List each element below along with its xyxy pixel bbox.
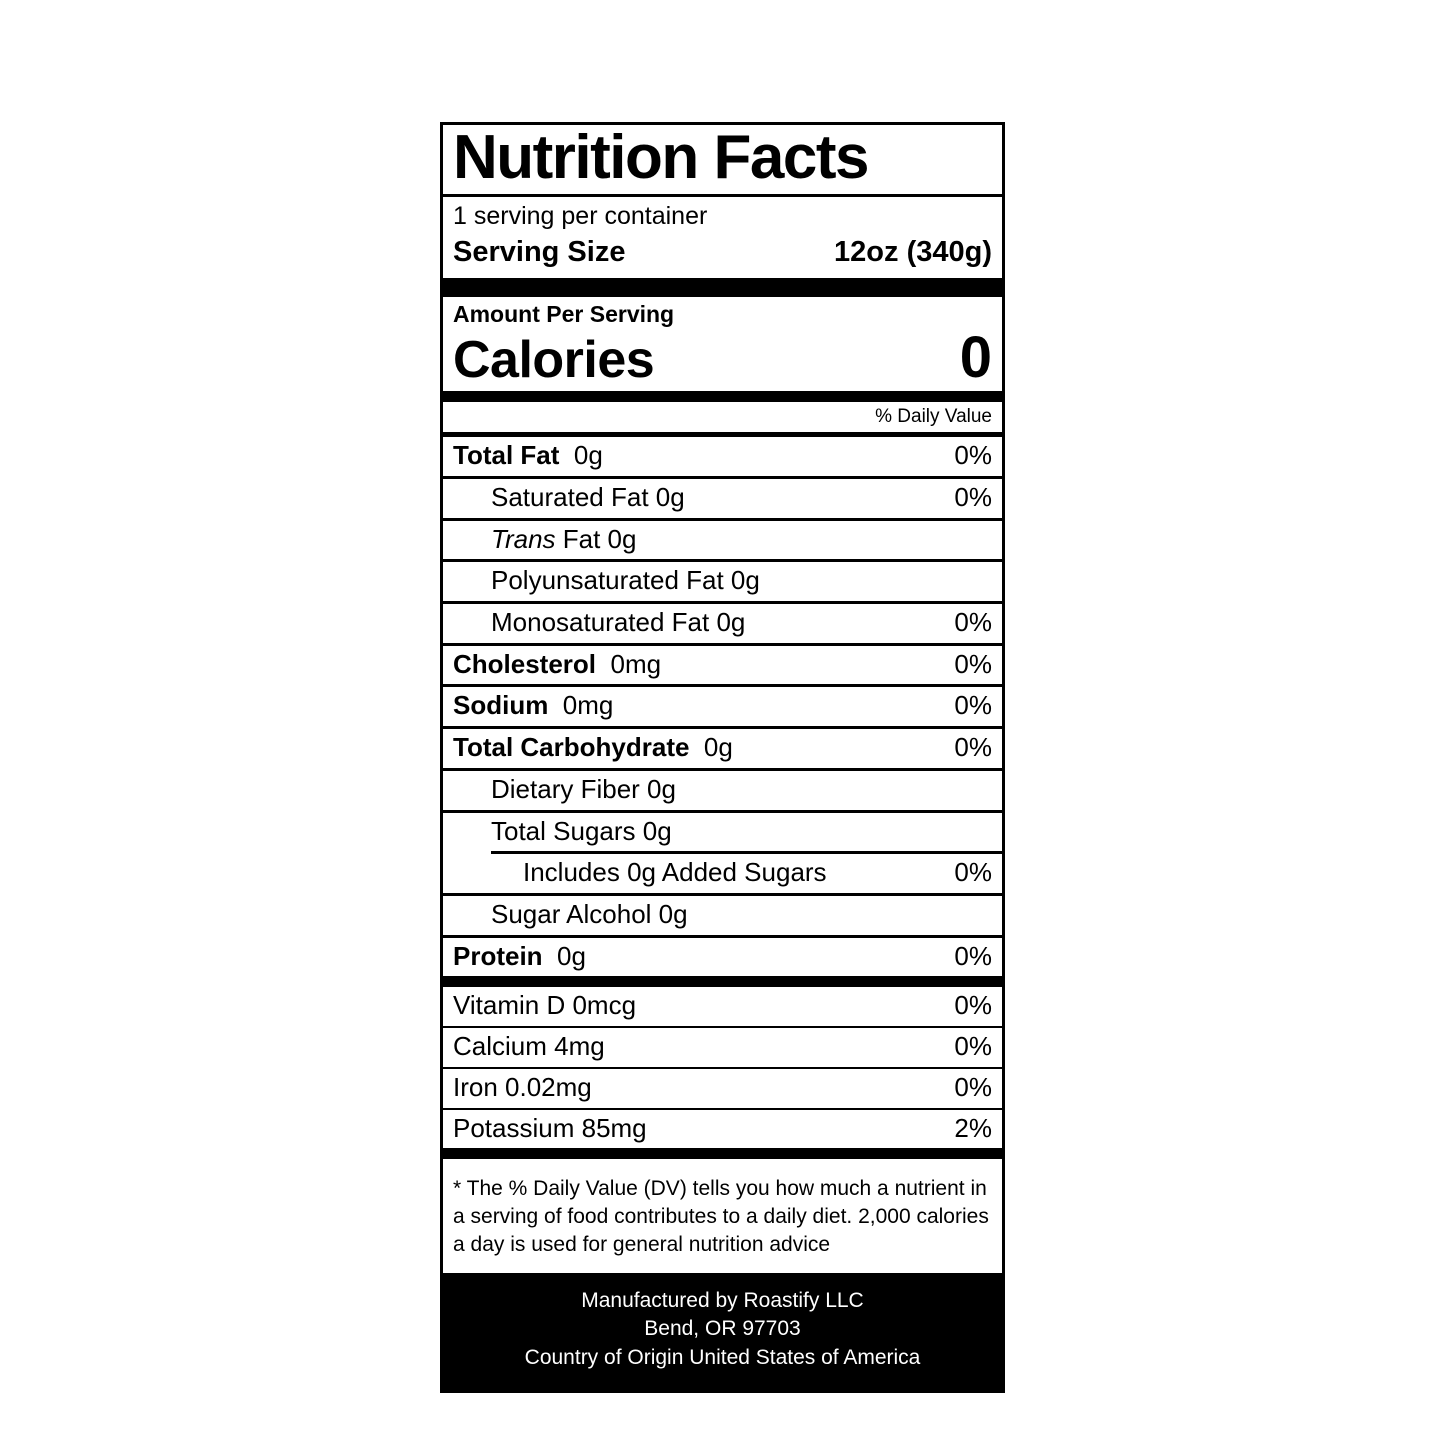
calories-label: Calories bbox=[453, 331, 655, 390]
vitamin-daily-value: 2% bbox=[954, 1112, 992, 1143]
serving-size-row: Serving Size 12oz (340g) bbox=[453, 234, 992, 276]
nutrient-row: Total Sugars 0g bbox=[443, 813, 1002, 852]
nutrient-name-bold: Cholesterol bbox=[453, 648, 597, 679]
nutrient-name: Total Fat 0g bbox=[453, 440, 603, 471]
nutrient-name-italic: Trans bbox=[491, 523, 556, 554]
nutrient-name: Total Carbohydrate 0g bbox=[453, 732, 733, 763]
servings-block: 1 serving per container Serving Size 12o… bbox=[443, 197, 1002, 278]
calories-row: Calories 0 bbox=[453, 328, 992, 389]
vitamin-name: Vitamin D 0mcg bbox=[453, 990, 637, 1021]
nutrient-row: Protein 0g 0% bbox=[443, 938, 1002, 977]
calories-block: Amount Per Serving Calories 0 bbox=[443, 297, 1002, 391]
vitamin-name: Iron 0.02mg bbox=[453, 1071, 592, 1102]
vitamin-name: Calcium 4mg bbox=[453, 1031, 605, 1062]
nutrient-row: Polyunsaturated Fat 0g bbox=[443, 562, 1002, 604]
nutrient-name-bold: Total Carbohydrate bbox=[453, 732, 690, 763]
footer-line: Bend, OR 97703 bbox=[644, 1317, 801, 1341]
footer-line: Country of Origin United States of Ameri… bbox=[524, 1345, 921, 1369]
nutrient-daily-value: 0% bbox=[954, 440, 992, 471]
nutrient-daily-value: 0% bbox=[954, 690, 992, 721]
footer-line: Manufactured by Roastify LLC bbox=[581, 1289, 864, 1313]
nutrient-name: Trans Fat 0g bbox=[491, 523, 637, 554]
footnote-line: a serving of food contributes to a daily… bbox=[453, 1205, 989, 1229]
nutrient-rows: Total Fat 0g 0% Saturated Fat 0g 0% Trans Fa… bbox=[443, 437, 1002, 976]
amount-per-serving-label: Amount Per Serving bbox=[453, 300, 675, 327]
nutrient-name: Sugar Alcohol 0g bbox=[491, 898, 688, 929]
servings-per-container: 1 serving per container bbox=[453, 201, 708, 230]
nutrient-name: Sodium 0mg bbox=[453, 690, 614, 721]
nutrient-name: Cholesterol 0mg bbox=[453, 648, 662, 679]
nutrient-row: Sodium 0mg 0% bbox=[443, 687, 1002, 730]
nutrient-name: Dietary Fiber 0g bbox=[491, 773, 676, 804]
nutrient-name: Includes 0g Added Sugars bbox=[523, 857, 827, 888]
vitamin-row: Potassium 85mg 2% bbox=[443, 1110, 1002, 1149]
nutrient-daily-value: 0% bbox=[954, 481, 992, 512]
added-sugars-inset-divider bbox=[491, 851, 1002, 855]
separator-bar-below-calories bbox=[443, 391, 1002, 403]
nutrient-row: Trans Fat 0g bbox=[443, 521, 1002, 563]
nutrient-name: Protein 0g bbox=[453, 940, 586, 971]
footnote-line: a day is used for general nutrition advi… bbox=[453, 1233, 831, 1257]
nutrition-facts-label: Nutrition Facts 1 serving per container … bbox=[440, 122, 1005, 1394]
vitamin-daily-value: 0% bbox=[954, 1031, 992, 1062]
nutrient-name-bold: Sodium bbox=[453, 690, 549, 721]
calories-value: 0 bbox=[959, 325, 992, 391]
vitamin-daily-value: 0% bbox=[954, 1071, 992, 1102]
serving-size-label: Serving Size bbox=[453, 236, 626, 269]
separator-bar-above-vitamins bbox=[443, 976, 1002, 988]
separator-bar-thick-top bbox=[443, 277, 1002, 297]
nutrient-daily-value: 0% bbox=[954, 940, 992, 971]
nutrient-row: Total Carbohydrate 0g 0% bbox=[443, 729, 1002, 771]
nutrient-name-bold: Protein bbox=[453, 940, 543, 971]
nutrient-daily-value: 0% bbox=[954, 606, 992, 637]
vitamin-row: Iron 0.02mg 0% bbox=[443, 1069, 1002, 1110]
nutrient-name: Polyunsaturated Fat 0g bbox=[491, 565, 760, 596]
vitamin-row: Vitamin D 0mcg 0% bbox=[443, 987, 1002, 1029]
nutrient-row: Sugar Alcohol 0g bbox=[443, 896, 1002, 938]
nutrient-row: Total Fat 0g 0% bbox=[443, 437, 1002, 479]
label-title: Nutrition Facts bbox=[443, 125, 1002, 197]
serving-size-value: 12oz (340g) bbox=[834, 236, 992, 269]
vitamin-daily-value: 0% bbox=[954, 990, 992, 1021]
nutrient-row: Saturated Fat 0g 0% bbox=[443, 479, 1002, 521]
nutrient-name: Saturated Fat 0g bbox=[491, 481, 685, 512]
nutrient-name: Monosaturated Fat 0g bbox=[491, 606, 746, 637]
nutrient-row: Dietary Fiber 0g bbox=[443, 771, 1002, 813]
nutrient-daily-value: 0% bbox=[954, 648, 992, 679]
nutrient-daily-value: 0% bbox=[954, 732, 992, 763]
manufacturer-footer: Manufactured by Roastify LLC Bend, OR 977… bbox=[443, 1273, 1002, 1391]
nutrient-row: Monosaturated Fat 0g 0% bbox=[443, 604, 1002, 646]
daily-value-footnote: * The % Daily Value (DV) tells you how m… bbox=[443, 1159, 1002, 1273]
nutrient-name-bold: Total Fat bbox=[453, 440, 560, 471]
nutrient-name: Total Sugars 0g bbox=[491, 815, 672, 846]
footnote-line: * The % Daily Value (DV) tells you how m… bbox=[453, 1177, 987, 1201]
separator-bar-above-footnote bbox=[443, 1148, 1002, 1160]
vitamin-name: Potassium 85mg bbox=[453, 1112, 647, 1143]
nutrient-daily-value: 0% bbox=[954, 857, 992, 888]
daily-value-header: % Daily Value bbox=[443, 402, 1002, 438]
nutrient-row: Cholesterol 0mg 0% bbox=[443, 646, 1002, 688]
vitamin-row: Calcium 4mg 0% bbox=[443, 1028, 1002, 1069]
nutrient-row: Includes 0g Added Sugars 0% bbox=[443, 854, 1002, 896]
vitamin-rows: Vitamin D 0mcg 0% Calcium 4mg 0% Iron 0.02mg… bbox=[443, 987, 1002, 1148]
